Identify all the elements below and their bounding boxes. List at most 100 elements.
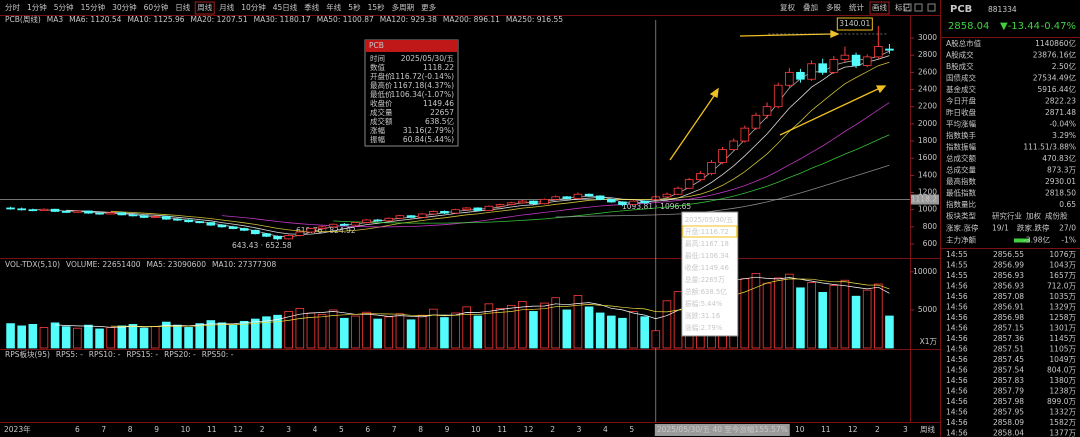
volume-bar bbox=[829, 285, 839, 349]
tick-price: 2857.54 bbox=[993, 366, 1024, 375]
period-tab[interactable]: 10分钟 bbox=[241, 2, 266, 12]
tick-price: 2856.99 bbox=[993, 261, 1024, 270]
cursor-date-bg bbox=[654, 424, 790, 436]
period-tab[interactable]: 分时 bbox=[5, 2, 20, 12]
tool-button[interactable]: 叠加 bbox=[803, 2, 818, 12]
candle-body bbox=[262, 233, 271, 237]
ma-legend: MA250: 916.55 bbox=[506, 15, 563, 24]
period-tab[interactable]: 1分钟 bbox=[27, 2, 47, 12]
sector-tag[interactable]: 研究行业 bbox=[992, 211, 1022, 221]
period-tab[interactable]: 15秒 bbox=[368, 2, 386, 12]
stat-label: 指数振幅 bbox=[946, 142, 976, 152]
candle-body bbox=[328, 223, 338, 228]
x-tick-label: 5 bbox=[339, 425, 344, 434]
high-label-box bbox=[836, 17, 873, 31]
volume-bar bbox=[117, 325, 127, 349]
stat-value: 2.50亿 bbox=[1052, 61, 1077, 71]
tick-volume: 1377万 bbox=[1049, 429, 1076, 437]
period-label: 周线 bbox=[920, 424, 935, 434]
candle-body bbox=[595, 195, 605, 200]
price-annotation: 643.43 · 652.58 bbox=[232, 241, 292, 250]
period-tab[interactable]: 月线 bbox=[219, 2, 234, 12]
candle-body bbox=[206, 222, 216, 226]
icon-settings[interactable] bbox=[914, 3, 923, 12]
tick-time: 14:56 bbox=[946, 334, 968, 343]
stat-label: A股成交 bbox=[946, 50, 974, 60]
volume-bar bbox=[384, 316, 394, 349]
sector-tag[interactable]: 加权 bbox=[1026, 211, 1042, 221]
y-tick-label: 2400 bbox=[918, 85, 937, 94]
tool-button[interactable]: 统计 bbox=[849, 2, 864, 12]
rps-legend: RPS15: - bbox=[126, 350, 158, 359]
tick-time: 14:56 bbox=[946, 324, 968, 333]
period-tab[interactable]: 5秒 bbox=[348, 2, 361, 12]
x-tick-label: 11 bbox=[207, 425, 217, 434]
candle-body bbox=[317, 226, 327, 229]
candle-body bbox=[607, 198, 616, 203]
volume-bar bbox=[206, 320, 216, 349]
volume-bar bbox=[61, 326, 71, 349]
sector-tag[interactable]: 成份股 bbox=[1045, 211, 1068, 221]
price-annotation: 1093.81 · 1096.65 bbox=[622, 202, 691, 211]
cursor-tooltip-line: 开盘:1116.72 bbox=[685, 227, 729, 236]
candle-body bbox=[284, 235, 293, 240]
tick-volume: 1049万 bbox=[1049, 355, 1076, 364]
period-tab[interactable]: 周线 bbox=[197, 2, 212, 12]
info-value: 1167.18(4.37%) bbox=[393, 81, 454, 90]
rps-legend: RPS5: - bbox=[56, 350, 83, 359]
trend-arrows bbox=[669, 30, 887, 161]
volume-bar bbox=[573, 295, 583, 349]
volume-ma-line bbox=[55, 276, 890, 328]
volume-legend: VOLUME: 22651400 bbox=[66, 260, 141, 269]
candle-body bbox=[251, 229, 260, 235]
ma-legend: MA3 bbox=[47, 15, 64, 24]
period-tab[interactable]: 日线 bbox=[175, 2, 190, 12]
stat-label: B股成交 bbox=[946, 61, 974, 71]
panel-code: 881334 bbox=[988, 5, 1017, 14]
icon-window[interactable] bbox=[903, 3, 912, 12]
period-tab[interactable]: 45日线 bbox=[273, 2, 298, 12]
quote-pct: -0.47% bbox=[1041, 21, 1076, 32]
period-tab[interactable]: 60分钟 bbox=[144, 2, 169, 12]
period-tab[interactable]: 5分钟 bbox=[54, 2, 74, 12]
breadth-value: 27/0 bbox=[1059, 224, 1076, 233]
tick-time: 14:56 bbox=[946, 408, 968, 417]
period-tab[interactable]: 年线 bbox=[326, 2, 341, 12]
volume-bar bbox=[128, 323, 138, 349]
info-label: 涨幅 bbox=[370, 125, 385, 135]
ma-legend: MA50: 1100.87 bbox=[317, 15, 374, 24]
active-tool bbox=[869, 1, 890, 15]
tick-price: 2856.55 bbox=[993, 250, 1024, 259]
period-tab[interactable]: 15分钟 bbox=[81, 2, 106, 12]
volume-legend: MA10: 27377308 bbox=[212, 260, 276, 269]
candle-body bbox=[95, 212, 104, 215]
candle-body bbox=[562, 196, 572, 199]
stat-value: 2871.48 bbox=[1045, 108, 1076, 117]
info-label: 最低价 bbox=[370, 89, 393, 99]
volume-bar bbox=[440, 317, 449, 349]
candle-body bbox=[618, 201, 627, 205]
cursor-tooltip-line: 涨幅:2.79% bbox=[685, 323, 723, 332]
volume-bar bbox=[139, 327, 149, 349]
tick-price: 2858.09 bbox=[993, 418, 1024, 427]
volume-bar bbox=[751, 272, 761, 349]
tool-button[interactable]: 标记 bbox=[895, 2, 910, 12]
x-tick-label: 5 bbox=[629, 425, 634, 434]
period-tab[interactable]: 季线 bbox=[304, 2, 319, 12]
period-tab[interactable]: 更多 bbox=[421, 2, 436, 12]
period-tab[interactable]: 多周期 bbox=[392, 2, 415, 12]
volume-bar bbox=[662, 300, 672, 349]
cursor-tooltip-line: 振幅:5.44% bbox=[685, 299, 723, 308]
tick-price: 2857.45 bbox=[993, 355, 1024, 364]
x-tick-label: 2 bbox=[875, 425, 880, 434]
tool-button[interactable]: 画线 bbox=[872, 2, 887, 12]
icon-close[interactable] bbox=[927, 3, 936, 12]
volume-bar bbox=[340, 317, 349, 349]
info-value: 1106.34(-1.07%) bbox=[391, 90, 454, 99]
period-tab[interactable]: 30分钟 bbox=[112, 2, 137, 12]
candle-body bbox=[228, 226, 238, 229]
y-tick-label: 2800 bbox=[918, 50, 937, 59]
tool-button[interactable]: 复权 bbox=[780, 2, 795, 12]
tool-button[interactable]: 多股 bbox=[826, 2, 841, 12]
